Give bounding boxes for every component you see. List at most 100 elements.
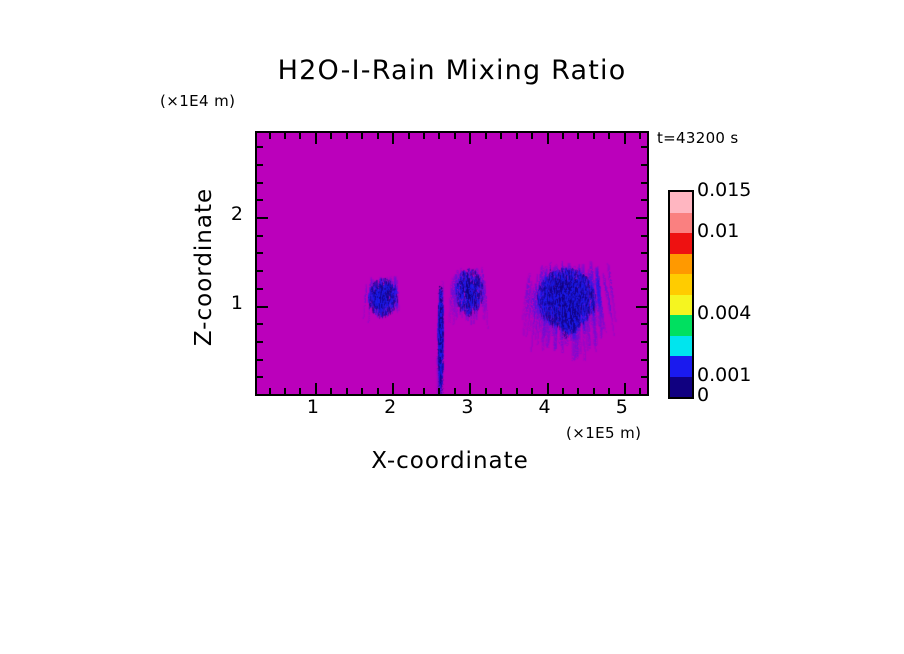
y-minor-tick [257,181,263,184]
y-minor-tick [257,358,263,361]
y-major-tick-right [636,217,647,220]
colorbar-tick-label: 0 [697,384,710,406]
x-minor-tick-top [407,133,410,139]
y-minor-tick [257,340,263,343]
x-axis-unit-label: (×1E5 m) [566,424,642,442]
x-tick-label: 3 [461,396,474,418]
x-minor-tick [577,388,580,394]
y-minor-tick-right [641,340,647,343]
colorbar-tick-label: 0.004 [697,302,752,324]
x-tick-label: 4 [538,396,551,418]
y-axis-unit-label: (×1E4 m) [160,92,236,110]
x-major-tick-top [623,133,626,144]
page-title: H2O-I-Rain Mixing Ratio [277,55,627,86]
y-minor-tick-right [641,270,647,273]
x-minor-tick [438,388,441,394]
x-minor-tick [299,388,302,394]
y-minor-tick-right [641,252,647,255]
colorbar [668,190,694,399]
y-minor-tick [257,234,263,237]
x-major-tick-top [469,133,472,144]
colorbar-band [670,233,692,254]
colorbar-band [670,274,692,295]
y-minor-tick-right [641,358,647,361]
x-minor-tick [407,388,410,394]
x-minor-tick [608,388,611,394]
x-minor-tick [562,388,565,394]
x-minor-tick-top [562,133,565,139]
x-minor-tick-top [361,133,364,139]
x-minor-tick-top [531,133,534,139]
colorbar-band [670,315,692,336]
x-minor-tick [423,388,426,394]
x-tick-label: 1 [306,396,319,418]
y-major-tick [257,217,268,220]
x-minor-tick [531,388,534,394]
x-minor-tick [361,388,364,394]
x-minor-tick-top [515,133,518,139]
x-major-tick [314,383,317,394]
x-minor-tick-top [592,133,595,139]
y-minor-tick-right [641,234,647,237]
y-minor-tick-right [641,163,647,166]
time-annotation: t=43200 s [657,129,739,147]
y-minor-tick [257,323,263,326]
colorbar-band [670,212,692,233]
y-major-tick-right [636,305,647,308]
colorbar-band [670,192,692,213]
x-minor-tick [515,388,518,394]
x-minor-tick-top [608,133,611,139]
x-major-tick-top [546,133,549,144]
y-major-tick [257,305,268,308]
x-minor-tick-top [500,133,503,139]
x-minor-tick [330,388,333,394]
colorbar-band [670,253,692,274]
plot-area [255,131,649,396]
y-minor-tick [257,270,263,273]
colorbar-tick-label: 0.01 [697,220,740,242]
y-minor-tick-right [641,146,647,149]
x-minor-tick-top [376,133,379,139]
y-minor-tick [257,146,263,149]
colorbar-band [670,294,692,315]
x-minor-tick-top [484,133,487,139]
y-minor-tick [257,163,263,166]
x-minor-tick [376,388,379,394]
x-minor-tick [484,388,487,394]
x-major-tick [469,383,472,394]
x-major-tick-top [314,133,317,144]
y-minor-tick-right [641,199,647,202]
y-minor-tick [257,199,263,202]
x-minor-tick-top [299,133,302,139]
x-major-tick-top [392,133,395,144]
y-minor-tick-right [641,376,647,379]
x-minor-tick [500,388,503,394]
x-axis-title: X-coordinate [371,448,529,474]
colorbar-tick-label: 0.001 [697,363,752,386]
x-minor-tick [345,388,348,394]
x-minor-tick [268,388,271,394]
x-minor-tick-top [639,133,642,139]
x-minor-tick-top [330,133,333,139]
y-minor-tick [257,376,263,379]
colorbar-band [670,376,692,397]
x-minor-tick-top [577,133,580,139]
contour-field [257,133,647,394]
y-tick-label: 1 [230,291,243,314]
x-major-tick [623,383,626,394]
colorbar-band [670,356,692,377]
x-minor-tick [453,388,456,394]
y-minor-tick-right [641,323,647,326]
x-minor-tick [284,388,287,394]
x-minor-tick [639,388,642,394]
colorbar-band [670,335,692,356]
x-major-tick [546,383,549,394]
x-tick-label: 5 [615,396,628,418]
x-major-tick [392,383,395,394]
x-minor-tick-top [438,133,441,139]
x-minor-tick-top [345,133,348,139]
colorbar-tick-label: 0.015 [697,179,752,201]
y-tick-label: 2 [230,203,243,226]
y-minor-tick-right [641,181,647,184]
